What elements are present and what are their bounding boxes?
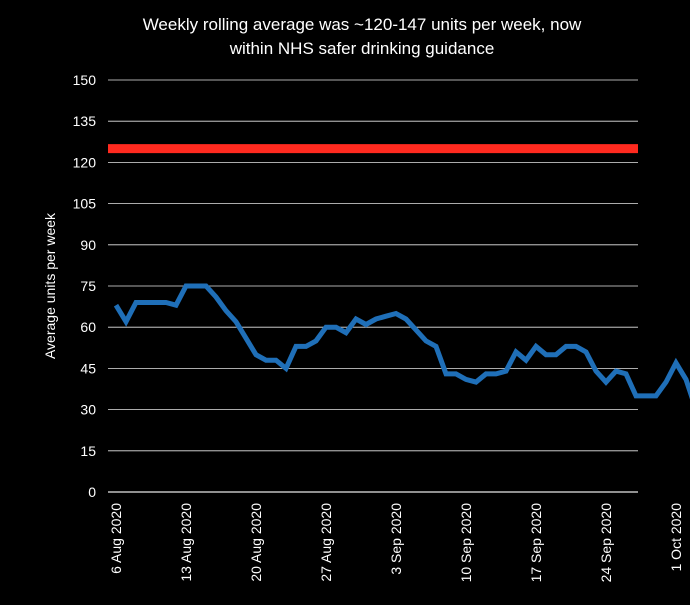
x-tick-label: 1 Oct 2020 xyxy=(668,503,684,572)
x-tick-label: 3 Sep 2020 xyxy=(388,503,404,575)
x-tick-label: 24 Sep 2020 xyxy=(598,503,614,583)
y-axis-label: Average units per week xyxy=(42,212,58,359)
y-tick-label: 30 xyxy=(80,402,96,418)
y-tick-label: 105 xyxy=(73,196,97,212)
x-tick-label: 10 Sep 2020 xyxy=(458,503,474,583)
x-tick-label: 20 Aug 2020 xyxy=(248,503,264,582)
y-tick-label: 15 xyxy=(80,443,96,459)
y-tick-label: 0 xyxy=(88,484,96,500)
chart-title-line-2: within NHS safer drinking guidance xyxy=(229,39,495,58)
y-tick-label: 120 xyxy=(73,154,97,170)
x-tick-label: 6 Aug 2020 xyxy=(108,503,124,574)
y-tick-label: 60 xyxy=(80,319,96,335)
y-tick-label: 75 xyxy=(80,278,96,294)
x-tick-label: 13 Aug 2020 xyxy=(178,503,194,582)
x-axis-ticks: 6 Aug 2020 13 Aug 2020 20 Aug 2020 27 Aug 2… xyxy=(108,503,684,583)
y-tick-label: 150 xyxy=(73,72,97,88)
y-axis-ticks: 0 15 30 45 60 75 90 105 120 135 150 xyxy=(73,72,97,500)
y-tick-label: 90 xyxy=(80,237,96,253)
y-tick-label: 135 xyxy=(73,113,97,129)
y-tick-label: 45 xyxy=(80,360,96,376)
x-tick-label: 17 Sep 2020 xyxy=(528,503,544,583)
series-layer xyxy=(108,144,690,400)
x-tick-label: 27 Aug 2020 xyxy=(318,503,334,582)
series-line-0 xyxy=(113,283,690,400)
chart-title-line-1: Weekly rolling average was ~120-147 unit… xyxy=(143,15,582,34)
